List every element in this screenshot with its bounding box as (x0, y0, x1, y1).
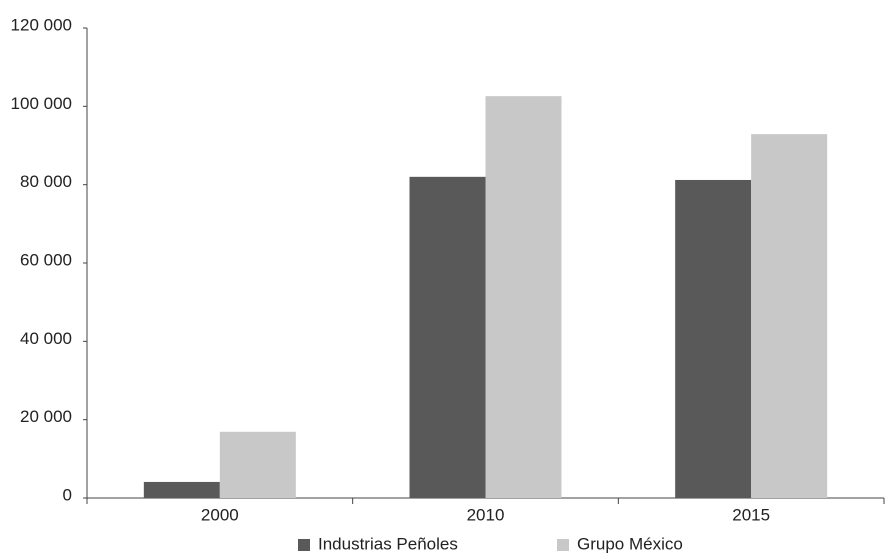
legend-swatch (557, 539, 569, 551)
y-tick-label: 120 000 (11, 15, 72, 34)
y-tick-label: 0 (63, 485, 72, 504)
bar (675, 179, 752, 498)
y-tick-label: 80 000 (20, 172, 72, 191)
legend-swatch (298, 539, 310, 551)
y-tick-label: 60 000 (20, 250, 72, 269)
x-tick-label: 2010 (467, 505, 505, 524)
bar (219, 431, 296, 498)
y-tick-label: 100 000 (11, 94, 72, 113)
x-tick-label: 2000 (201, 505, 239, 524)
y-tick-label: 40 000 (20, 329, 72, 348)
y-tick-label: 20 000 (20, 407, 72, 426)
bar (143, 481, 220, 498)
legend-label: Grupo México (577, 534, 683, 553)
legend-label: Industrias Peñoles (318, 534, 458, 553)
bar (751, 134, 828, 498)
bar (409, 176, 486, 499)
bar (485, 96, 562, 499)
x-tick-label: 2015 (732, 505, 770, 524)
